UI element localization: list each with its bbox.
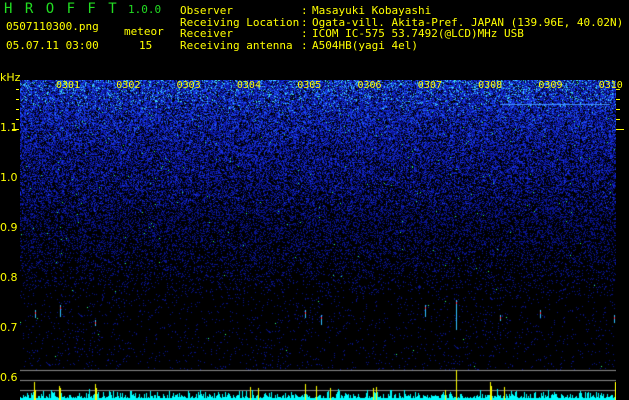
axis-tick-label: 1.0 (0, 171, 18, 184)
file-name: 0507110300.png (6, 20, 99, 33)
axis-tick-label: 0.9 (0, 221, 18, 234)
info-label: Receiver (180, 27, 233, 40)
minute-label: 0302 (116, 80, 141, 91)
info-colon: : (301, 4, 308, 17)
info-label: Observer (180, 4, 233, 17)
minute-label: 0304 (236, 80, 261, 91)
minute-label: 0303 (176, 80, 201, 91)
info-colon: : (301, 27, 308, 40)
minute-label: 0307 (417, 80, 442, 91)
info-value: ICOM IC-575 53.7492(@LCD)MHz USB (312, 27, 524, 40)
minute-label: 0309 (538, 80, 563, 91)
file-datetime: 05.07.11 03:00 (6, 39, 99, 52)
info-value: Ogata-vill. Akita-Pref. JAPAN (139.96E, … (312, 15, 624, 29)
meteor-count: 15 (139, 39, 153, 52)
info-colon: : (301, 38, 308, 52)
minute-label: 0306 (357, 80, 382, 91)
minute-label: 0305 (297, 80, 322, 91)
app-logo: H R O F F T (4, 1, 119, 17)
axis-tick-label: 1.1 (0, 121, 18, 134)
axis-tick-label: 0.7 (0, 321, 18, 334)
minute-label: 0301 (56, 80, 81, 91)
app-version: 1.0.0 (128, 3, 162, 16)
info-label: Receiving Location (180, 15, 300, 29)
minute-label: 0310 (598, 80, 623, 91)
spectrogram (20, 80, 616, 400)
axis-unit: kHz (0, 71, 21, 84)
info-value: Masayuki Kobayashi (312, 4, 432, 17)
axis-tick-label: 0.6 (0, 371, 18, 384)
meteor-label: meteor (124, 25, 164, 38)
info-label: Receiving antenna (180, 38, 293, 52)
minute-label: 0308 (478, 80, 503, 91)
info-value: A504HB(yagi 4el) (312, 38, 418, 52)
info-colon: : (301, 15, 308, 29)
axis-tick-label: 0.8 (0, 271, 18, 284)
